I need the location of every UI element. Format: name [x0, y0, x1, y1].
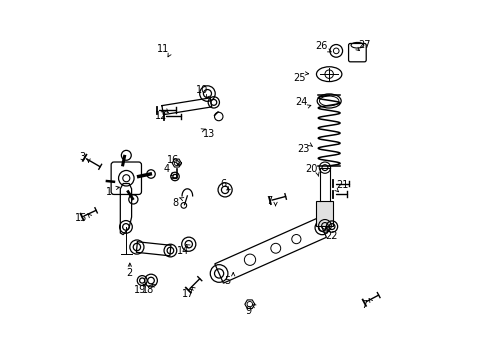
- Text: 1: 1: [105, 187, 111, 197]
- Text: 9: 9: [245, 306, 251, 315]
- Text: 15: 15: [75, 213, 87, 223]
- Text: 6: 6: [220, 179, 226, 189]
- Text: 22: 22: [325, 231, 338, 242]
- Text: 23: 23: [297, 144, 309, 154]
- Text: 27: 27: [358, 40, 370, 50]
- Text: 5: 5: [224, 275, 229, 285]
- Text: 7: 7: [265, 196, 272, 206]
- Text: 4: 4: [163, 165, 170, 174]
- Text: 20: 20: [305, 165, 317, 174]
- Text: 10: 10: [196, 85, 208, 95]
- Text: 21: 21: [336, 180, 348, 190]
- Text: 13: 13: [203, 129, 215, 139]
- Text: 26: 26: [315, 41, 327, 51]
- Text: 17: 17: [182, 289, 194, 298]
- Text: 18: 18: [142, 285, 154, 295]
- Text: 24: 24: [294, 98, 306, 107]
- Text: 25: 25: [292, 73, 305, 83]
- Text: 2: 2: [126, 269, 133, 279]
- Text: 14: 14: [176, 246, 188, 256]
- Text: 3: 3: [79, 152, 85, 162]
- Text: 11: 11: [157, 45, 169, 54]
- Text: 8: 8: [172, 198, 179, 208]
- Text: 12: 12: [155, 112, 167, 121]
- Text: 16: 16: [167, 154, 179, 165]
- Text: 19: 19: [134, 285, 146, 295]
- Bar: [316, 201, 333, 226]
- Text: 7: 7: [361, 300, 367, 310]
